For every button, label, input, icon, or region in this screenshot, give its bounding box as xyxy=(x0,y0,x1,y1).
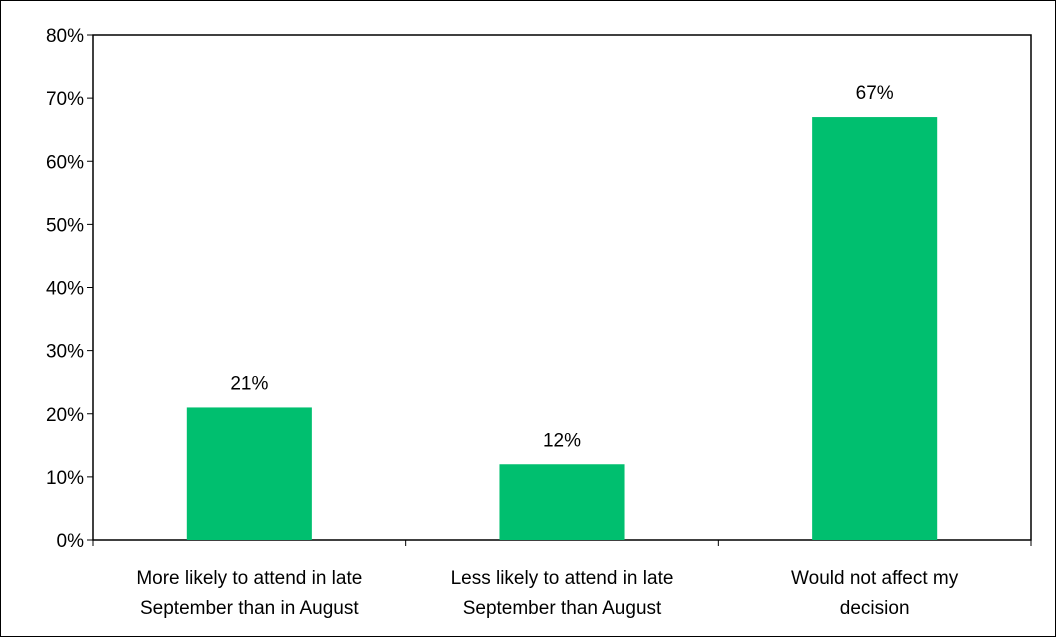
bar xyxy=(812,117,938,540)
x-tick-label: September than August xyxy=(463,598,662,619)
y-tick-label: 80% xyxy=(46,26,84,47)
y-axis: 0% 10% 20% 30% 40% 50% 60% 70% 80% xyxy=(46,26,93,552)
x-tick-label: Less likely to attend in late xyxy=(451,568,674,589)
data-labels: 21% 12% 67% xyxy=(230,83,893,451)
data-label: 67% xyxy=(856,83,894,104)
x-axis: More likely to attend in late September t… xyxy=(92,540,1032,619)
data-label: 12% xyxy=(543,430,581,451)
x-tick-label: decision xyxy=(840,598,910,619)
y-tick-label: 0% xyxy=(57,531,85,552)
data-label: 21% xyxy=(230,373,268,394)
bar-series xyxy=(186,117,938,540)
y-tick-label: 30% xyxy=(46,342,84,363)
bar xyxy=(499,464,625,540)
y-tick-label: 70% xyxy=(46,89,84,110)
y-tick-label: 10% xyxy=(46,468,84,489)
x-tick-label: Would not affect my xyxy=(791,568,959,589)
x-tick-label: September than in August xyxy=(140,598,359,619)
y-tick-label: 20% xyxy=(46,405,84,426)
y-tick-label: 50% xyxy=(46,215,84,236)
y-tick-label: 60% xyxy=(46,152,84,173)
x-tick-label: More likely to attend in late xyxy=(136,568,362,589)
y-tick-label: 40% xyxy=(46,279,84,300)
bar xyxy=(186,407,312,540)
